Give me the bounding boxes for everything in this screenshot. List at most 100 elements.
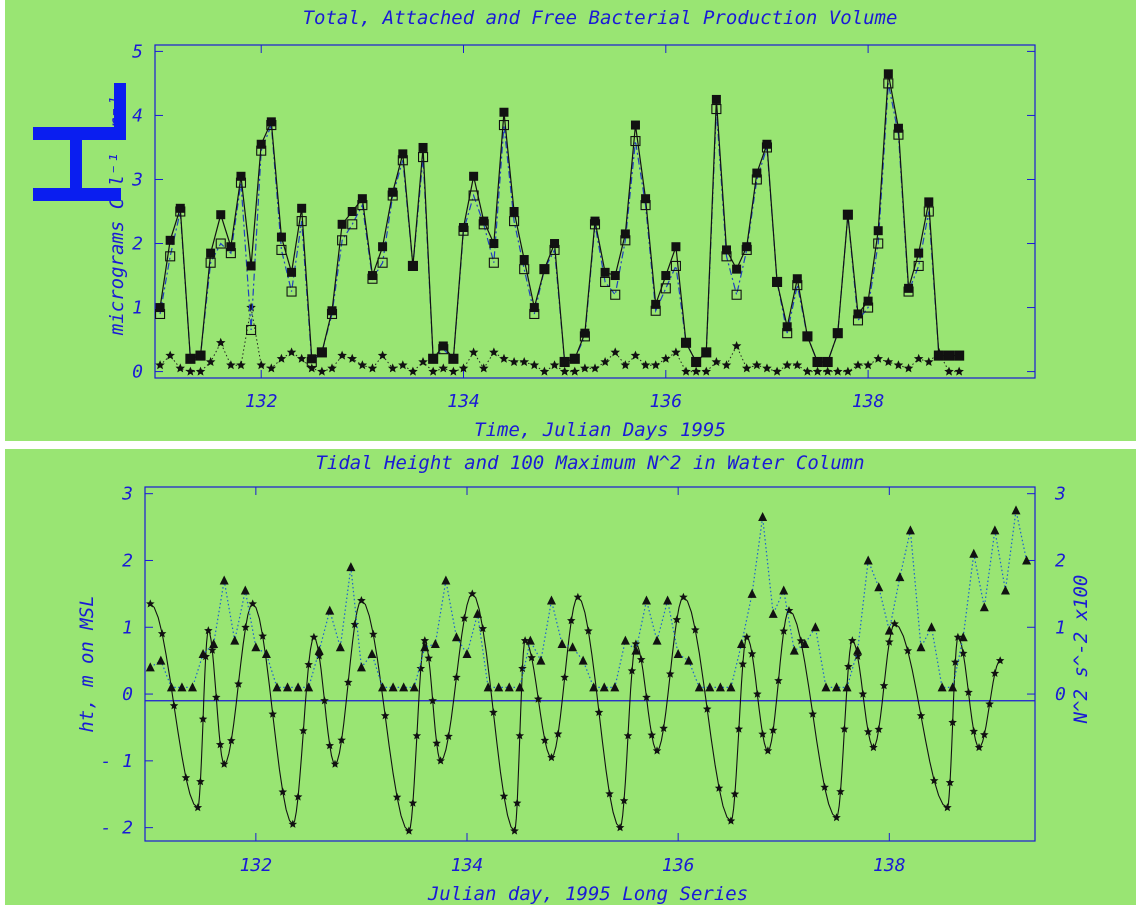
y-tick-label-left: 2 xyxy=(122,550,133,571)
total-point xyxy=(600,267,610,277)
tide-point xyxy=(964,687,973,696)
tide-point xyxy=(969,726,978,735)
tide-point xyxy=(227,736,236,745)
n2-point xyxy=(314,645,324,655)
free-point xyxy=(367,363,378,373)
attached-point xyxy=(913,260,924,271)
free-point xyxy=(721,360,732,370)
n2-point xyxy=(979,602,989,612)
tide-point xyxy=(196,777,205,786)
free-point xyxy=(752,360,762,370)
n2-point xyxy=(261,648,271,658)
tide-point xyxy=(758,729,767,738)
tide-point xyxy=(808,709,817,718)
tide-point xyxy=(945,778,955,787)
tide-point xyxy=(943,803,952,812)
n2-point xyxy=(156,655,166,665)
n2-point xyxy=(715,682,725,692)
free-point xyxy=(428,366,438,376)
free-point xyxy=(468,347,479,357)
tide-point xyxy=(489,707,498,717)
tide-point xyxy=(320,696,329,705)
tide-point xyxy=(169,701,179,710)
tide-point xyxy=(885,637,894,646)
free-point xyxy=(681,366,691,376)
free-point xyxy=(165,350,175,360)
total-point xyxy=(843,210,853,220)
y-tick-label-left: 3 xyxy=(121,484,133,505)
tide-point xyxy=(157,629,167,638)
free-point xyxy=(640,360,651,370)
total-point xyxy=(388,187,398,197)
n2-point xyxy=(589,682,599,692)
free-point xyxy=(883,357,894,366)
free-point xyxy=(408,366,418,376)
total-point xyxy=(853,309,863,319)
n2-point xyxy=(451,632,461,642)
tide-point xyxy=(573,592,583,601)
n2-point xyxy=(240,585,250,595)
n2-point xyxy=(863,555,873,565)
tide-point xyxy=(208,645,217,654)
n2-point xyxy=(758,512,768,522)
n2-point xyxy=(810,622,820,632)
tide-point xyxy=(853,651,862,660)
attached-point xyxy=(337,235,348,246)
tide-point xyxy=(647,730,656,739)
tide-point xyxy=(714,783,724,792)
free-point xyxy=(833,366,843,376)
total-point xyxy=(307,354,317,364)
n2-point xyxy=(673,648,683,658)
y-axis-label-left: ht, m on MSL xyxy=(76,595,98,732)
tide-point xyxy=(768,725,778,734)
tide-point xyxy=(309,632,319,641)
free-point xyxy=(216,337,226,347)
free-point xyxy=(590,363,600,373)
tide-point xyxy=(567,616,576,625)
n2-point xyxy=(441,575,451,585)
tide-point xyxy=(499,791,509,800)
tide-point xyxy=(444,731,453,740)
attached-point xyxy=(670,260,681,271)
free-point xyxy=(792,360,803,370)
n2-point xyxy=(1022,555,1032,565)
free-point xyxy=(903,363,914,373)
free-point xyxy=(438,363,448,373)
tide-point xyxy=(672,615,682,624)
y-tick-label-right: 0 xyxy=(1055,684,1066,705)
n2-point xyxy=(705,682,715,692)
tide-point xyxy=(193,803,203,812)
tide-point xyxy=(890,619,899,628)
free-point xyxy=(175,363,185,373)
attached-point xyxy=(600,276,611,287)
attached-point xyxy=(246,324,257,336)
n2-point xyxy=(378,682,388,692)
total-point xyxy=(883,69,893,79)
total-point xyxy=(287,267,297,277)
n2-point xyxy=(483,682,493,692)
tide-point xyxy=(215,740,225,749)
n2-point xyxy=(578,655,588,665)
attached-point xyxy=(165,251,176,262)
tide-point xyxy=(512,798,522,807)
y-tick-label: 2 xyxy=(132,234,143,255)
tide-point xyxy=(730,789,740,798)
total-point xyxy=(529,303,539,313)
tide-point xyxy=(594,707,604,717)
total-point xyxy=(721,245,731,255)
n2-point xyxy=(420,642,430,652)
attached-point xyxy=(215,238,226,249)
total-point xyxy=(802,331,812,341)
tide-point xyxy=(779,626,788,635)
free-point xyxy=(843,366,853,376)
total-point xyxy=(519,255,529,265)
free-point xyxy=(276,353,287,363)
tide-point xyxy=(738,659,748,668)
tide-point xyxy=(520,636,530,645)
tide-point xyxy=(392,792,402,801)
n2-point xyxy=(663,595,673,605)
tide-point xyxy=(691,625,700,634)
total-point xyxy=(479,216,489,226)
free-point xyxy=(236,360,246,370)
free-point xyxy=(155,360,165,370)
